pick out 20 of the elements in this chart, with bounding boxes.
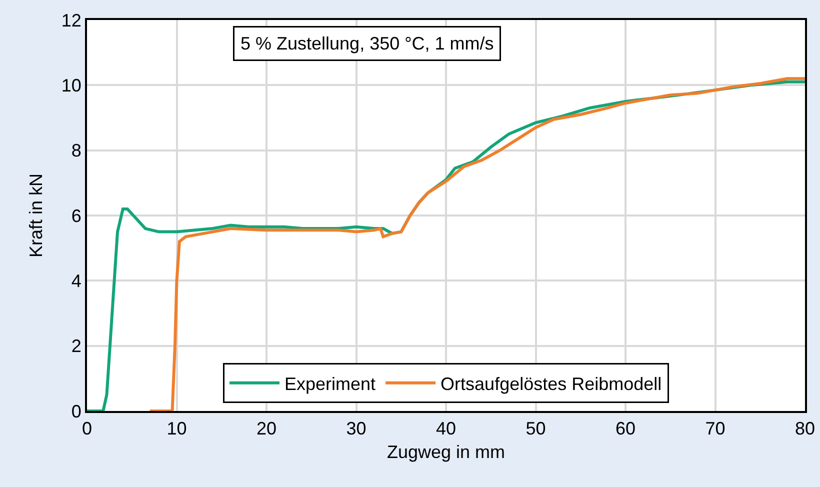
y-tick-label: 6 [71, 206, 82, 226]
x-tick-label: 80 [794, 418, 816, 439]
x-tick-label: 40 [436, 418, 456, 439]
legend-label: Experiment [284, 374, 376, 394]
y-tick-label: 0 [71, 401, 82, 422]
y-tick-label: 4 [71, 270, 82, 291]
y-tick-label: 10 [61, 75, 82, 96]
y-axis-title: Kraft in kN [26, 173, 46, 258]
annotation: 5 % Zustellung, 350 °C, 1 mm/s [240, 34, 494, 54]
x-tick-label: 30 [346, 418, 366, 439]
y-tick-label: 8 [71, 140, 82, 161]
x-tick-label: 10 [166, 418, 187, 439]
y-tick-label: 12 [61, 10, 82, 30]
x-tick-label: 70 [705, 418, 726, 439]
x-tick-label: 50 [526, 418, 546, 439]
y-tick-label: 2 [71, 336, 82, 356]
x-axis-title: Zugweg in mm [386, 442, 506, 462]
x-tick-label: 20 [256, 418, 277, 439]
legend-label: Ortsaufgelöstes Reibmodell [440, 374, 662, 394]
x-tick-label: 60 [615, 418, 636, 439]
